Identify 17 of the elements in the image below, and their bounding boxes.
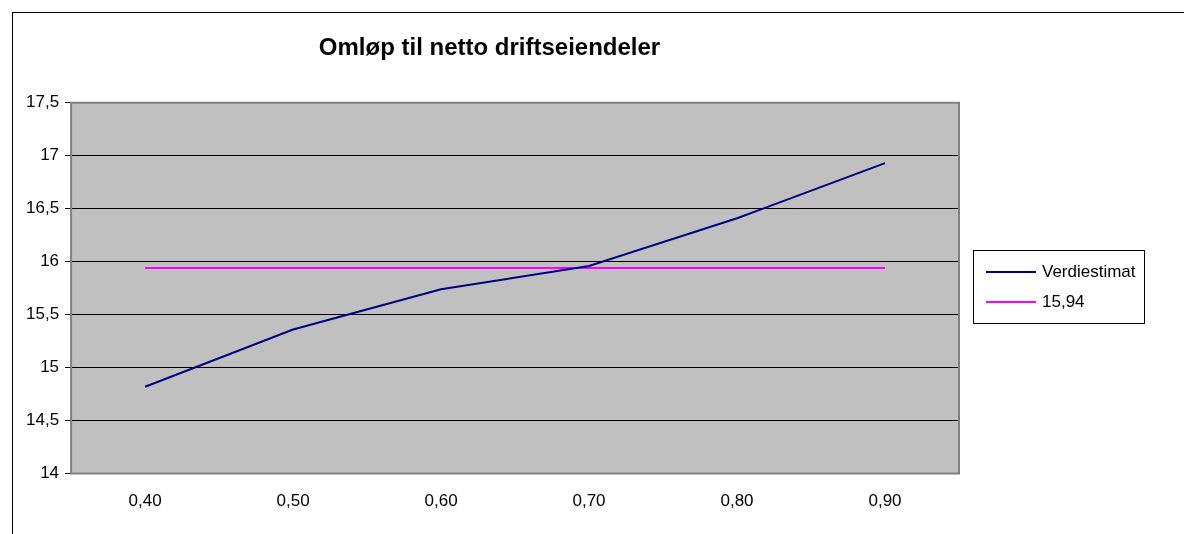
y-tick-label: 17,5 <box>25 92 60 112</box>
legend-label: 15,94 <box>1042 292 1085 312</box>
legend-label: Verdiestimat <box>1042 262 1136 282</box>
y-tick-label: 15,5 <box>25 304 60 324</box>
x-tick-label: 0,70 <box>572 491 606 511</box>
y-tick-label: 14,5 <box>25 410 60 430</box>
y-tick-label: 15 <box>40 357 60 377</box>
x-tick-label: 0,50 <box>276 491 310 511</box>
chart-title: Omløp til netto driftseiendeler <box>318 33 661 61</box>
y-tick-label: 16 <box>40 251 60 271</box>
x-tick-label: 0,60 <box>424 491 458 511</box>
x-tick-label: 0,80 <box>720 491 754 511</box>
y-tick-label: 17 <box>40 145 60 165</box>
x-tick-label: 0,40 <box>128 491 162 511</box>
x-tick-label: 0,90 <box>868 491 902 511</box>
y-tick-label: 16,5 <box>25 198 60 218</box>
y-tick-label: 14 <box>40 463 60 483</box>
